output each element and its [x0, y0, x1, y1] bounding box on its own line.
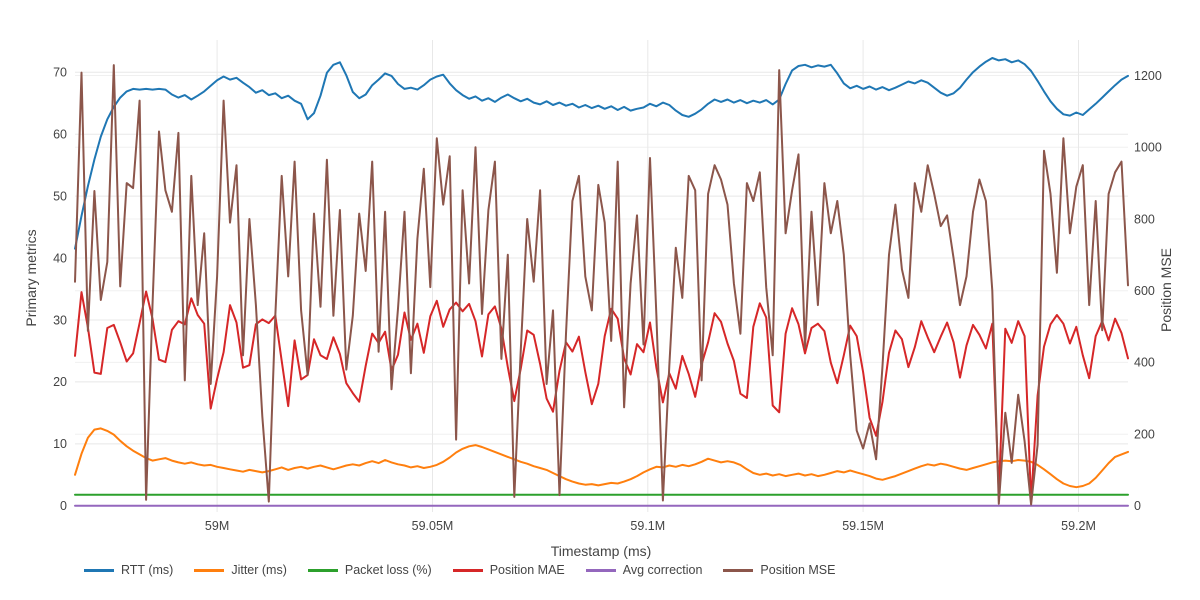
series-line-jitter-ms: [74, 427, 1129, 489]
legend-line-icon: [452, 568, 483, 572]
x-tick-label: 59.15M: [842, 519, 884, 533]
x-axis-title: Timestamp (ms): [550, 543, 652, 559]
y-right-tick-label: 800: [1134, 212, 1155, 226]
x-tick-label: 59.2M: [1061, 519, 1096, 533]
y-right-tick-label: 400: [1134, 356, 1155, 370]
y-left-tick-label: 30: [53, 313, 67, 327]
y-left-tick-label: 40: [53, 251, 67, 265]
legend-line-icon: [585, 568, 616, 572]
y-right-tick-label: 1200: [1134, 69, 1162, 83]
y-left-tick-label: 60: [53, 128, 67, 142]
y-right-tick-label: 600: [1134, 284, 1155, 298]
x-tick-label: 59M: [205, 519, 229, 533]
legend-line-icon: [84, 568, 114, 572]
axis-tick-labels: 0 10 20 30 40 50 60 70 0 200 400 600 800 1000 1200 59M 5…: [53, 66, 1162, 534]
y-right-tick-label: 200: [1134, 428, 1155, 442]
x-tick-label: 59.05M: [412, 519, 454, 533]
legend: RTT (ms) Jitter (ms) Packet loss (%) Positi…: [84, 563, 835, 577]
legend-label: Position MSE: [760, 563, 836, 577]
series-line-position-mse: [74, 64, 1129, 506]
y-axis-title-left: Primary metrics: [23, 229, 39, 327]
y-left-tick-label: 50: [53, 189, 67, 203]
legend-label: RTT (ms): [121, 563, 174, 577]
legend-item-avg-correction[interactable]: Avg correction: [585, 563, 703, 577]
series-line-position-mae: [74, 290, 1129, 502]
y-left-tick-label: 10: [53, 437, 67, 451]
y-left-tick-label: 0: [60, 499, 67, 513]
legend-item-rtt-ms[interactable]: RTT (ms): [84, 563, 173, 577]
series-line-rtt-ms: [74, 57, 1129, 250]
y-right-tick-label: 0: [1134, 499, 1141, 513]
legend-label: Jitter (ms): [231, 563, 287, 577]
legend-label: Packet loss (%): [344, 563, 432, 577]
y-left-tick-label: 20: [53, 375, 67, 389]
y-axis-title-right: Position MSE: [1158, 247, 1174, 333]
gridlines: [75, 40, 1128, 512]
legend-item-position-mae[interactable]: Position MAE: [452, 563, 565, 577]
legend-item-packet-loss[interactable]: Packet loss (%): [307, 563, 432, 577]
x-tick-label: 59.1M: [630, 519, 665, 533]
y-left-tick-label: 70: [53, 66, 67, 80]
legend-label: Position MAE: [489, 563, 565, 577]
legend-line-icon: [723, 568, 754, 572]
y-right-tick-label: 1000: [1134, 141, 1162, 155]
legend-label: Avg correction: [622, 563, 703, 577]
legend-line-icon: [194, 568, 225, 572]
legend-line-icon: [307, 568, 338, 572]
legend-item-jitter-ms[interactable]: Jitter (ms): [194, 563, 287, 577]
legend-item-position-mse[interactable]: Position MSE: [723, 563, 835, 577]
